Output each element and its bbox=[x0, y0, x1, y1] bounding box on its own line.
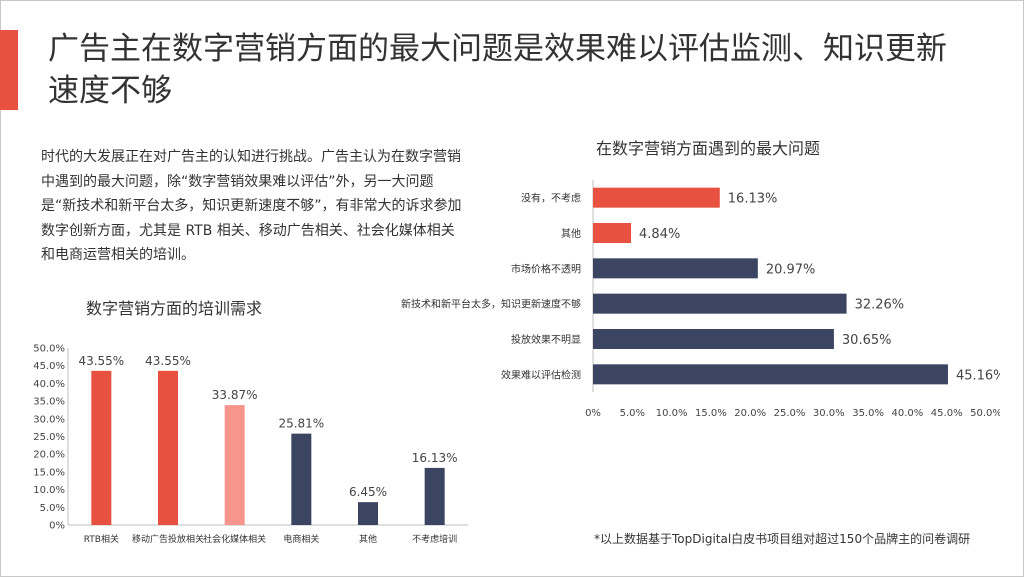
y-tick-label: 50.0% bbox=[33, 344, 65, 355]
y-tick-label: 35.0% bbox=[33, 397, 65, 408]
category-label: 其他 bbox=[561, 227, 581, 240]
bar bbox=[91, 370, 112, 525]
y-tick-label: 45.0% bbox=[33, 361, 65, 372]
data-label: 25.81% bbox=[278, 417, 324, 431]
data-label: 33.87% bbox=[212, 388, 258, 402]
y-tick-label: 0% bbox=[49, 521, 65, 532]
category-label: 电商相关 bbox=[283, 533, 319, 545]
x-tick-label: 30.0% bbox=[813, 408, 845, 419]
bar bbox=[424, 467, 445, 525]
data-label: 4.84% bbox=[639, 227, 680, 242]
data-label: 16.13% bbox=[728, 192, 778, 207]
category-label: 投放效果不明显 bbox=[511, 333, 581, 346]
y-tick-label: 25.0% bbox=[33, 432, 65, 443]
y-tick-label: 15.0% bbox=[33, 467, 65, 478]
data-label: 43.55% bbox=[78, 354, 124, 368]
bar bbox=[358, 502, 378, 525]
data-label: 16.13% bbox=[412, 451, 458, 465]
category-label: 社会化媒体相关 bbox=[203, 533, 266, 545]
x-tick-label: 10.0% bbox=[656, 408, 688, 419]
category-label: 市场价格不透明 bbox=[511, 262, 581, 275]
y-tick-label: 5.0% bbox=[40, 503, 65, 514]
y-tick-label: 40.0% bbox=[33, 379, 65, 390]
bar bbox=[593, 329, 834, 349]
bar bbox=[224, 405, 245, 525]
x-tick-label: 0% bbox=[585, 408, 601, 419]
bar bbox=[291, 433, 312, 525]
category-label: 移动广告投放相关 bbox=[132, 533, 204, 545]
biggest-problems-bar-chart: 16.13% 没有，不考虑 4.84% 其他 20.97% 市场价格不透明 32.26% 新技… bbox=[401, 180, 1000, 419]
x-tick-label: 5.0% bbox=[620, 408, 645, 419]
category-label: 没有，不考虑 bbox=[521, 192, 581, 205]
data-label: 20.97% bbox=[766, 262, 816, 277]
training-chart-title: 数字营销方面的培训需求 bbox=[86, 299, 263, 318]
intro-paragraph: 时代的大发展正在对广告主的认知进行挑战。广告主认为在数字营销中遇到的最大问题，除… bbox=[41, 149, 462, 263]
footnote: *以上数据基于TopDigital白皮书项目组对超过150个品牌主的问卷调研 bbox=[594, 532, 971, 546]
y-tick-label: 30.0% bbox=[33, 414, 65, 425]
data-label: 32.26% bbox=[855, 298, 905, 313]
category-label: 不考虑培训 bbox=[412, 533, 457, 545]
x-tick-label: 40.0% bbox=[892, 408, 924, 419]
x-tick-label: 20.0% bbox=[734, 408, 766, 419]
category-label: 新技术和新平台太多，知识更新速度不够 bbox=[401, 298, 581, 311]
bar bbox=[593, 293, 847, 314]
data-label: 6.45% bbox=[349, 485, 387, 499]
y-tick-label: 10.0% bbox=[33, 485, 65, 496]
slide-title: 广告主在数字营销方面的最大问题是效果难以评估监测、知识更新速度不够 bbox=[48, 31, 947, 109]
category-label: 效果难以评估检测 bbox=[501, 368, 581, 381]
x-tick-label: 35.0% bbox=[852, 408, 884, 419]
data-label: 43.55% bbox=[145, 354, 191, 368]
bar bbox=[593, 364, 948, 385]
category-label: 其他 bbox=[359, 533, 377, 545]
bar bbox=[593, 223, 632, 243]
bar bbox=[593, 258, 758, 279]
x-tick-label: 45.0% bbox=[931, 408, 963, 419]
problems-chart-title: 在数字营销方面遇到的最大问题 bbox=[596, 139, 821, 158]
x-tick-label: 15.0% bbox=[695, 408, 727, 419]
data-label: 45.16% bbox=[956, 368, 1000, 383]
title-accent-bar bbox=[0, 30, 18, 110]
category-label: RTB相关 bbox=[84, 533, 119, 545]
bar bbox=[593, 187, 720, 208]
bar bbox=[158, 370, 178, 525]
data-label: 30.65% bbox=[842, 333, 892, 348]
x-tick-label: 50.0% bbox=[970, 408, 1000, 419]
y-tick-label: 20.0% bbox=[33, 450, 65, 461]
x-tick-label: 25.0% bbox=[774, 408, 806, 419]
training-demand-bar-chart: 0% 5.0% 10.0% 15.0% 20.0% 25.0% 30.0% 35.0% 40.0… bbox=[33, 344, 468, 545]
